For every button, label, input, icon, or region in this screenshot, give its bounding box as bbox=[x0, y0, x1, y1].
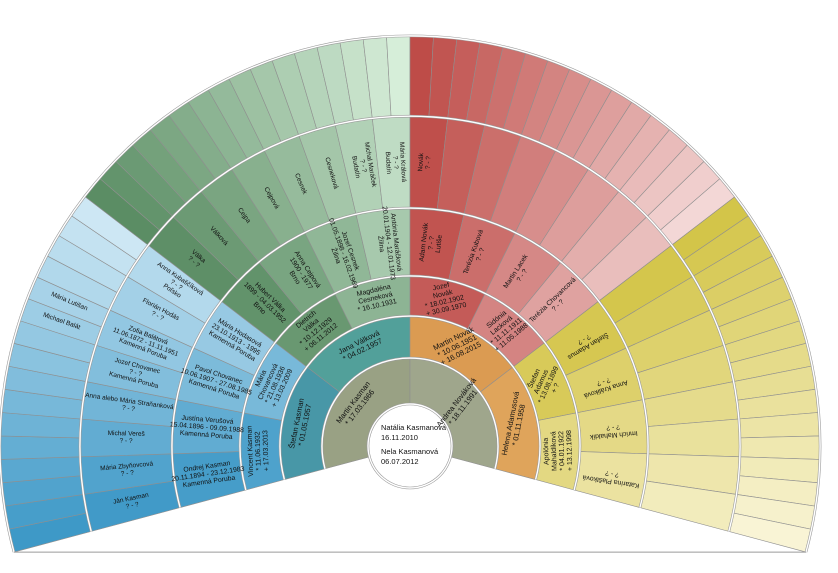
person-label: Imrich Mahaldík? - ? bbox=[588, 422, 638, 441]
ring-separator-gap bbox=[0, 35, 821, 553]
person-label: Novák? - ? bbox=[417, 152, 432, 172]
person-label: Mária Králová? - ?Budatín bbox=[383, 142, 407, 184]
proband-label: Nela Kasmanová bbox=[381, 447, 439, 456]
person-label: Adam Novák? - ?Lutiše bbox=[419, 222, 446, 264]
fan-sector bbox=[0, 435, 81, 460]
ring-separator-gap bbox=[79, 115, 741, 532]
ring-separator-gap bbox=[321, 357, 499, 469]
ring-separator-gap bbox=[239, 275, 581, 491]
person-label: Michal Vereš? - ? bbox=[107, 430, 145, 445]
proband-label: Natália Kasmanová bbox=[381, 423, 447, 432]
ring-separator-gap bbox=[171, 207, 649, 508]
person-label: Mária Zbyňovcová? - ? bbox=[100, 460, 155, 479]
ring-separator-gap bbox=[279, 315, 541, 480]
center-circle-gap bbox=[367, 403, 453, 489]
person-label: Vincent Kasman* 11.06.1932+ 17.03.2013 bbox=[246, 425, 270, 477]
proband-label: 06.07.2012 bbox=[381, 457, 419, 466]
person-label: ApolóniaMahaldíková* 04.01.1922+ 13.12.1… bbox=[543, 430, 575, 472]
proband-label: 16.11.2010 bbox=[381, 433, 418, 442]
fan-sector bbox=[739, 435, 821, 460]
person-label: Justína Verušová15.04.1896 - 09.09.1988K… bbox=[169, 414, 245, 442]
